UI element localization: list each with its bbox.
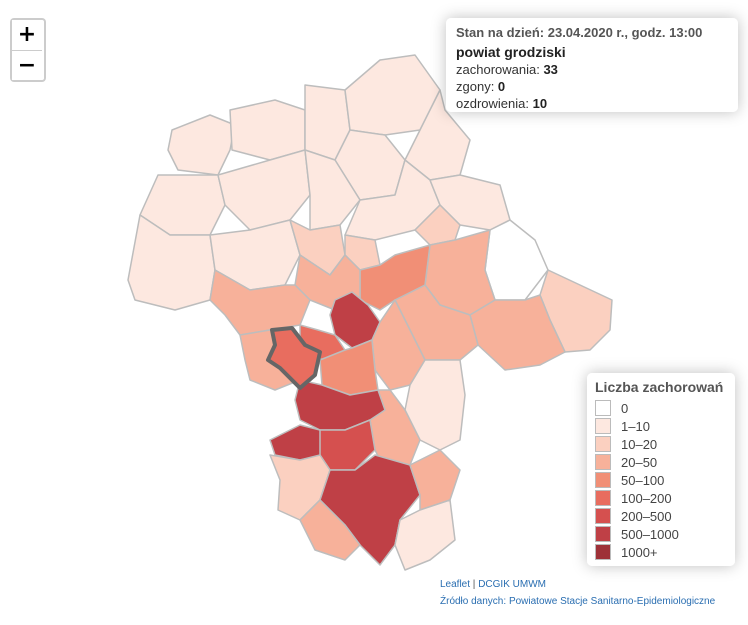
attribution-separator: | <box>470 579 479 590</box>
legend-label: 20–50 <box>621 454 658 470</box>
county-region[interactable] <box>469 294 566 371</box>
legend-swatch <box>595 508 611 524</box>
county-region[interactable] <box>269 424 326 461</box>
county-region[interactable] <box>299 499 361 561</box>
legend-label: 50–100 <box>621 472 665 488</box>
legend-swatch <box>595 418 611 434</box>
highlighted-county-outline[interactable] <box>266 326 322 390</box>
info-date: Stan na dzień: 23.04.2020 r., godz. 13:0… <box>456 25 703 40</box>
attribution-row: Leaflet | DCGIK UMWM <box>440 576 715 593</box>
legend-title: Liczba zachorowań <box>595 379 724 395</box>
legend-item: 100–200 <box>595 489 727 507</box>
legend-label: 200–500 <box>621 508 672 524</box>
legend-label: 1000+ <box>621 544 658 560</box>
legend-swatch <box>595 436 611 452</box>
legend-item: 0 <box>595 399 727 417</box>
attribution: Leaflet | DCGIK UMWM Źródło danych: Powi… <box>440 576 715 610</box>
legend-swatch <box>595 526 611 542</box>
info-county-name: powiat grodziski <box>456 44 566 60</box>
info-deaths-value: 0 <box>497 79 506 94</box>
info-recovered-value: 10 <box>532 96 548 111</box>
zoom-out-button[interactable]: − <box>12 50 42 80</box>
legend-label: 100–200 <box>621 490 672 506</box>
legend-swatch <box>595 544 611 560</box>
source-label: Źródło danych: <box>440 596 509 607</box>
info-cases-label: zachorowania: <box>456 62 544 77</box>
legend-swatch <box>595 454 611 470</box>
legend-swatch <box>595 400 611 416</box>
legend-item: 50–100 <box>595 471 727 489</box>
legend-label: 1–10 <box>621 418 650 434</box>
legend-item: 1000+ <box>595 543 727 561</box>
legend: Liczba zachorowań 0 1–10 10–20 20–50 50–… <box>587 373 735 566</box>
legend-label: 10–20 <box>621 436 658 452</box>
legend-item: 20–50 <box>595 453 727 471</box>
legend-item: 10–20 <box>595 435 727 453</box>
source-row: Źródło danych: Powiatowe Stacje Sanitarn… <box>440 593 715 610</box>
provider-link[interactable]: DCGIK UMWM <box>478 579 546 590</box>
county-region[interactable] <box>409 449 461 511</box>
county-region[interactable] <box>217 149 311 231</box>
info-deaths-label: zgony: <box>456 79 498 94</box>
info-cases-row: zachorowania: 33 <box>456 61 728 78</box>
zoom-in-button[interactable]: + <box>12 20 42 50</box>
legend-item: 500–1000 <box>595 525 727 543</box>
legend-item: 1–10 <box>595 417 727 435</box>
info-recovered-row: ozdrowienia: 10 <box>456 95 728 112</box>
county-region[interactable] <box>167 114 236 176</box>
leaflet-link[interactable]: Leaflet <box>440 579 471 590</box>
info-box: Stan na dzień: 23.04.2020 r., godz. 13:0… <box>446 18 738 112</box>
source-link[interactable]: Powiatowe Stacje Sanitarno-Epidemiologic… <box>508 596 716 607</box>
county-region[interactable] <box>414 204 461 246</box>
county-region[interactable] <box>484 219 549 301</box>
legend-swatch <box>595 490 611 506</box>
county-region[interactable] <box>394 499 456 571</box>
legend-swatch <box>595 472 611 488</box>
legend-label: 0 <box>621 400 629 416</box>
legend-item: 200–500 <box>595 507 727 525</box>
zoom-control: + − <box>10 18 46 82</box>
county-region[interactable] <box>229 99 306 161</box>
legend-label: 500–1000 <box>621 526 679 542</box>
info-deaths-row: zgony: 0 <box>456 78 728 95</box>
info-recovered-label: ozdrowienia: <box>456 96 533 111</box>
info-cases-value: 33 <box>543 62 558 77</box>
